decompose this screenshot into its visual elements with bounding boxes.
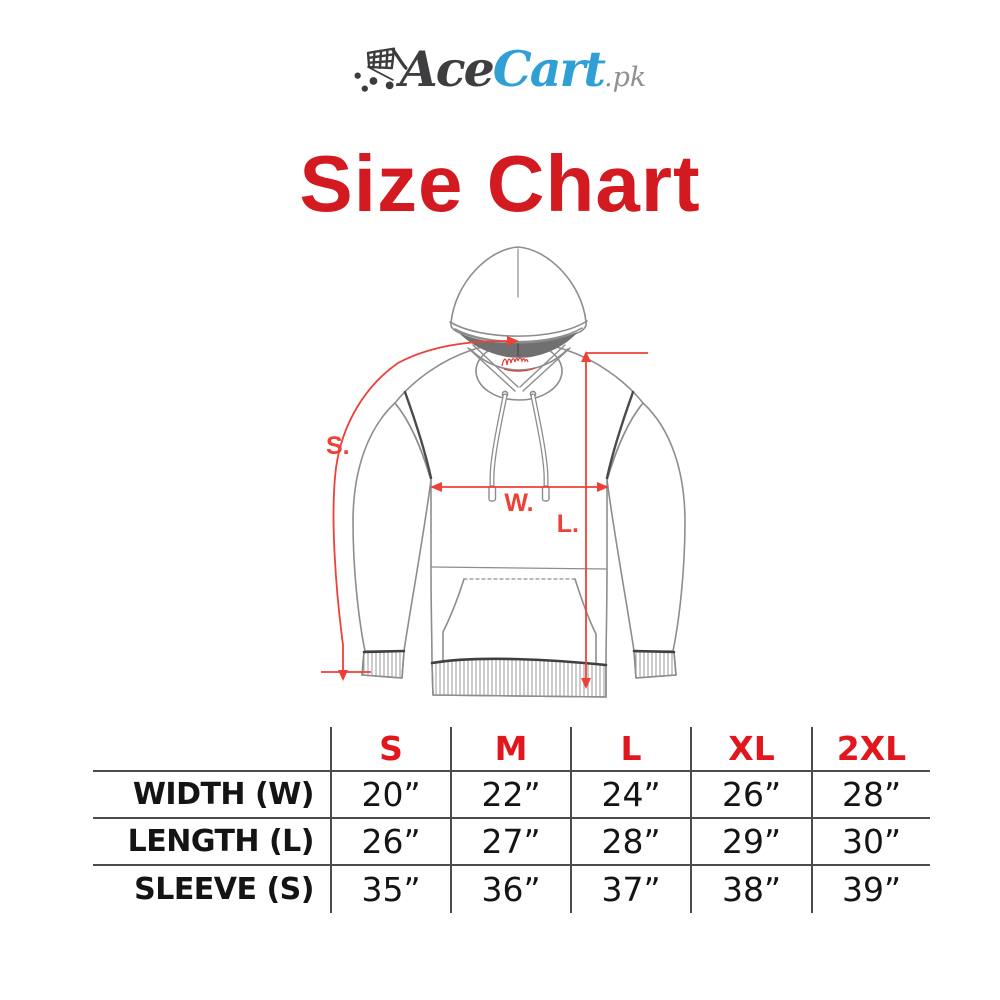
- col-header-xl: XL: [692, 727, 813, 772]
- length-m: 27”: [452, 819, 572, 866]
- col-header-l: L: [572, 727, 692, 772]
- brand-logo: AceCart.pk: [0, 42, 1000, 94]
- width-2xl: 28”: [813, 772, 930, 819]
- row-label-width: WIDTH (W): [93, 772, 332, 819]
- measure-arrowheads: [338, 336, 609, 689]
- width-s: 20”: [332, 772, 452, 819]
- left-cuff: [361, 650, 405, 679]
- length-measure-label: L.: [557, 510, 579, 538]
- brand-text-tld: .pk: [604, 62, 647, 93]
- length-2xl: 30”: [813, 819, 930, 866]
- width-l: 24”: [572, 772, 692, 819]
- sleeve-m: 36”: [452, 866, 572, 913]
- length-l: 28”: [572, 819, 692, 866]
- width-measure-label: W.: [504, 489, 533, 517]
- hoodie-illustration: S. W. L.: [321, 246, 686, 698]
- sleeve-s: 35”: [332, 866, 452, 913]
- width-xl: 26”: [692, 772, 813, 819]
- col-header-2xl: 2XL: [813, 727, 930, 772]
- table-corner-cell: [93, 727, 332, 772]
- shopping-cart-icon: [354, 47, 408, 92]
- sleeve-xl: 38”: [692, 866, 813, 913]
- length-xl: 29”: [692, 819, 813, 866]
- sleeve-measure-label: S.: [326, 432, 350, 460]
- row-label-sleeve: SLEEVE (S): [93, 866, 332, 913]
- sleeve-2xl: 39”: [841, 870, 902, 909]
- sleeve-measure-line: [332, 340, 509, 673]
- brand-text-ace: Ace: [399, 40, 495, 98]
- size-table: S M L XL 2XL WIDTH (W) 20” 22” 24” 26” 2…: [93, 727, 930, 913]
- measurement-lines: [321, 340, 648, 682]
- col-header-s: S: [332, 727, 452, 772]
- page-title: Size Chart: [299, 139, 701, 228]
- torso: [394, 342, 644, 666]
- pocket: [442, 578, 465, 662]
- collar-brand-mark: [501, 357, 536, 372]
- width-m: 22”: [452, 772, 572, 819]
- hem-ribbing: [431, 658, 607, 698]
- length-s: 26”: [332, 819, 452, 866]
- col-header-m: M: [452, 727, 572, 772]
- brand-text-cart: Cart: [492, 40, 606, 98]
- hoodie-diagram: S. W. L.: [308, 237, 708, 707]
- sleeve-l: 37”: [572, 866, 692, 913]
- brand-wordmark: AceCart.pk: [400, 45, 646, 94]
- right-cuff: [633, 650, 677, 679]
- row-label-length: LENGTH (L): [93, 819, 332, 866]
